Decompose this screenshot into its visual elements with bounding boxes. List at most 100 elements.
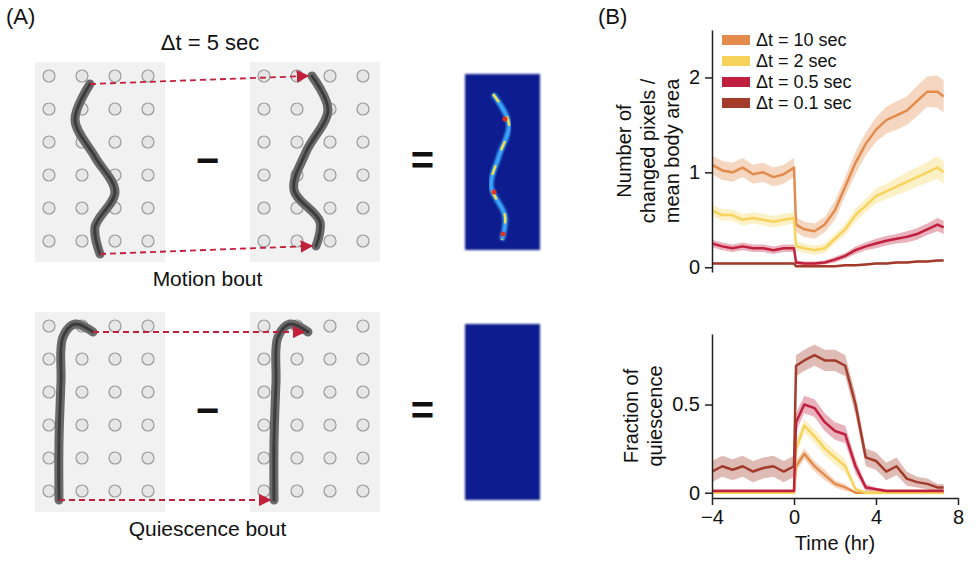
minus-sign: − bbox=[196, 138, 219, 182]
pillar bbox=[291, 353, 303, 365]
difference-streak-hot bbox=[491, 94, 509, 240]
pillar bbox=[142, 485, 154, 497]
legend: Δt = 10 secΔt = 2 secΔt = 0.5 secΔt = 0.… bbox=[722, 30, 852, 113]
difference-hotspot bbox=[503, 117, 508, 122]
x-tick-mark bbox=[958, 498, 960, 505]
pillar bbox=[43, 169, 55, 181]
displacement-arrow bbox=[59, 499, 270, 501]
y-tick-label: 0.5 bbox=[672, 393, 700, 415]
legend-label: Δt = 2 sec bbox=[756, 51, 837, 71]
panel-label: (A) bbox=[6, 4, 35, 29]
pillar bbox=[291, 452, 303, 464]
y-tick: 1 bbox=[689, 161, 712, 183]
series-line bbox=[712, 225, 944, 264]
pillar bbox=[43, 103, 55, 115]
plot-area bbox=[712, 345, 944, 495]
pillar bbox=[109, 235, 121, 247]
minus-sign: − bbox=[196, 388, 219, 432]
micrograph-background bbox=[250, 312, 380, 512]
x-axis-line bbox=[713, 498, 959, 500]
micrograph-background bbox=[35, 62, 165, 262]
pillar bbox=[109, 320, 121, 332]
y-axis-title-line: changed pixels / bbox=[637, 78, 659, 223]
pillar bbox=[76, 202, 88, 214]
displacement-arrow bbox=[93, 331, 304, 333]
pillar bbox=[324, 419, 336, 431]
pillar bbox=[291, 103, 303, 115]
pillar bbox=[43, 320, 55, 332]
x-tick: 8 bbox=[953, 498, 964, 528]
equals-sign: = bbox=[411, 138, 434, 182]
pillar bbox=[142, 136, 154, 148]
y-tick-mark bbox=[705, 267, 712, 269]
pillar bbox=[109, 70, 121, 82]
displacement-arrow bbox=[100, 246, 312, 254]
pillar bbox=[357, 353, 369, 365]
y-axis-line bbox=[712, 31, 714, 273]
difference-map bbox=[465, 324, 540, 500]
equals-sign: = bbox=[411, 388, 434, 432]
row: −=Motion bout bbox=[35, 62, 540, 290]
difference-hotspot bbox=[501, 232, 506, 237]
series-line bbox=[712, 261, 944, 267]
panel-a: (A)Δt = 5 sec−=Motion bout−=Quiescence b… bbox=[6, 4, 540, 540]
legend-entry: Δt = 0.5 sec bbox=[722, 72, 852, 92]
micrograph bbox=[250, 62, 380, 262]
chart: 00.5−4048Fraction ofquiescenceTime (hr) bbox=[620, 335, 964, 555]
worm-core bbox=[274, 324, 308, 500]
chart: 012Number ofchanged pixels /mean body ar… bbox=[613, 30, 944, 278]
pillar bbox=[142, 353, 154, 365]
pillar bbox=[258, 353, 270, 365]
micrograph bbox=[250, 312, 380, 512]
y-axis: 00.5 bbox=[672, 335, 712, 504]
pillar bbox=[291, 235, 303, 247]
x-tick-label: 0 bbox=[789, 506, 800, 528]
x-axis: −4048 bbox=[701, 498, 964, 528]
legend-entry: Δt = 10 sec bbox=[722, 30, 847, 50]
pillar bbox=[76, 70, 88, 82]
pillar bbox=[324, 202, 336, 214]
pillar bbox=[357, 103, 369, 115]
worm bbox=[59, 324, 93, 500]
pillar bbox=[142, 452, 154, 464]
pillar bbox=[258, 452, 270, 464]
y-axis: 012 bbox=[689, 31, 713, 279]
pillar bbox=[324, 320, 336, 332]
y-tick-label: 1 bbox=[689, 161, 700, 183]
pillar bbox=[43, 353, 55, 365]
worm bbox=[294, 76, 328, 246]
error-band bbox=[712, 345, 944, 491]
x-tick-label: −4 bbox=[701, 506, 724, 528]
difference-map-background bbox=[465, 324, 540, 500]
pillar bbox=[357, 452, 369, 464]
y-tick-mark bbox=[705, 172, 712, 174]
worm-core bbox=[294, 76, 328, 246]
pillar bbox=[43, 136, 55, 148]
pillar bbox=[357, 70, 369, 82]
legend-label: Δt = 0.5 sec bbox=[756, 72, 852, 92]
pillar bbox=[291, 485, 303, 497]
y-tick-label: 0 bbox=[689, 482, 700, 504]
worm-core bbox=[59, 324, 93, 500]
x-axis-title: Time (hr) bbox=[795, 532, 875, 554]
series-line bbox=[712, 454, 944, 493]
y-tick-label: 2 bbox=[689, 66, 700, 88]
pillar bbox=[76, 386, 88, 398]
series-line bbox=[712, 405, 944, 491]
legend-entry: Δt = 0.1 sec bbox=[722, 93, 852, 113]
series-line bbox=[712, 355, 944, 487]
legend-swatch bbox=[722, 98, 750, 108]
y-axis-title-line: Fraction of bbox=[620, 368, 642, 463]
pillar bbox=[258, 419, 270, 431]
pillar bbox=[357, 169, 369, 181]
pillar bbox=[142, 320, 154, 332]
series-line bbox=[712, 168, 944, 251]
worm-core bbox=[75, 84, 115, 254]
pillar bbox=[324, 169, 336, 181]
y-tick: 0 bbox=[689, 482, 712, 504]
y-axis-title-line: quiescence bbox=[644, 365, 666, 466]
displacement-arrow bbox=[90, 76, 308, 84]
pillar bbox=[109, 485, 121, 497]
pillar bbox=[258, 70, 270, 82]
legend-label: Δt = 0.1 sec bbox=[756, 93, 852, 113]
